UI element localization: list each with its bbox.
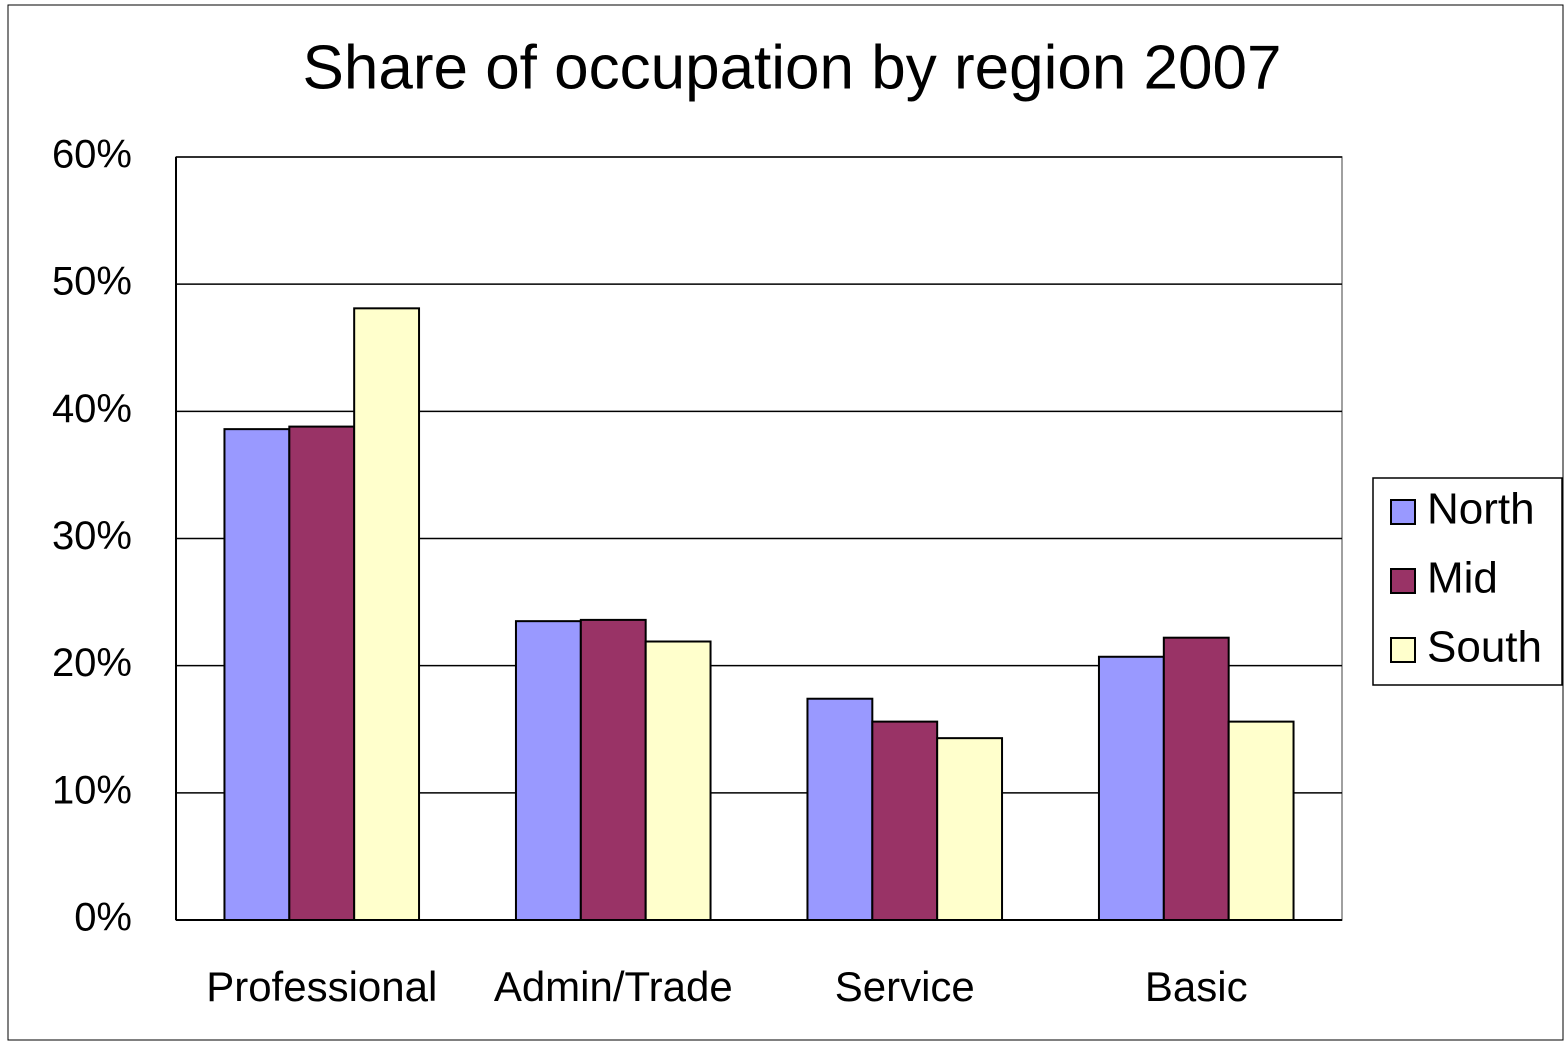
legend-swatch bbox=[1390, 499, 1416, 525]
y-tick-label: 30% bbox=[52, 514, 132, 558]
bar bbox=[936, 737, 1004, 921]
y-tick-label: 50% bbox=[52, 260, 132, 304]
bar bbox=[353, 307, 421, 922]
x-tick-label: Service bbox=[835, 963, 975, 1010]
x-tick-label: Professional bbox=[206, 963, 437, 1010]
x-tick-label: Admin/Trade bbox=[494, 963, 733, 1010]
chart-title: Share of occupation by region 2007 bbox=[303, 33, 1282, 102]
bar bbox=[579, 618, 647, 921]
y-tick-label: 20% bbox=[52, 641, 132, 685]
legend-swatch bbox=[1390, 637, 1416, 663]
bar bbox=[1227, 720, 1295, 921]
bar bbox=[288, 425, 356, 921]
y-tick-label: 10% bbox=[52, 768, 132, 812]
bar bbox=[223, 428, 291, 921]
bar bbox=[1097, 655, 1165, 921]
legend-label: North bbox=[1427, 485, 1535, 534]
y-tick-label: 0% bbox=[74, 896, 132, 940]
x-tick-label: Basic bbox=[1145, 963, 1248, 1010]
y-tick-label: 40% bbox=[52, 387, 132, 431]
legend-label: Mid bbox=[1427, 554, 1498, 603]
bar bbox=[871, 720, 939, 921]
y-tick-label: 60% bbox=[52, 133, 132, 177]
bar bbox=[514, 620, 582, 921]
legend-swatch bbox=[1390, 568, 1416, 594]
bar bbox=[644, 640, 712, 921]
bar bbox=[806, 697, 874, 921]
bar bbox=[1162, 636, 1230, 921]
legend-label: South bbox=[1427, 623, 1542, 672]
